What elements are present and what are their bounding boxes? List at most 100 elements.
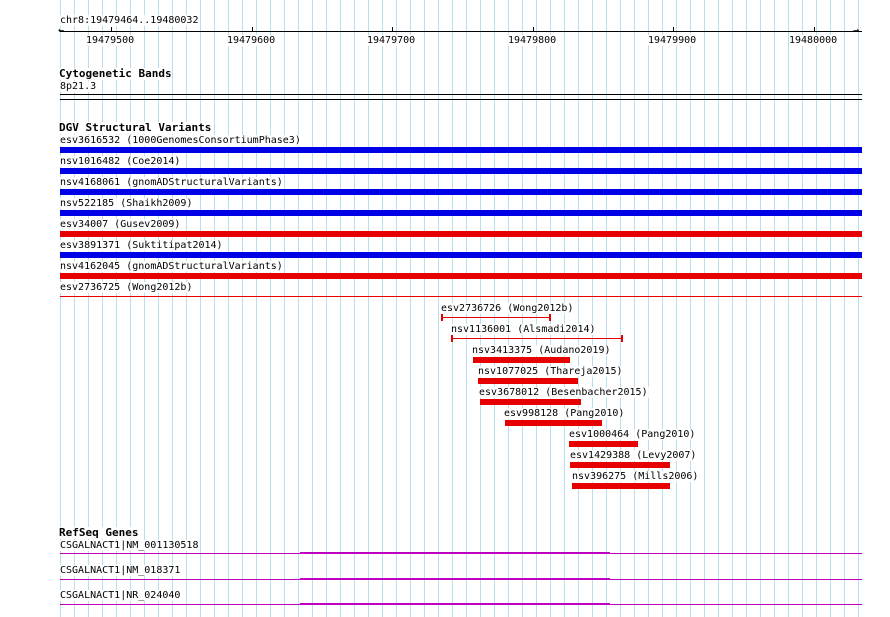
variant-bar[interactable]	[505, 420, 602, 426]
grid-line	[816, 0, 817, 617]
variant-bar[interactable]	[60, 252, 862, 258]
grid-line	[326, 0, 327, 617]
grid-line	[102, 0, 103, 617]
grid-line	[74, 0, 75, 617]
cytoband-track-title[interactable]: Cytogenetic Bands	[59, 67, 172, 80]
variant-end-cap	[621, 335, 623, 342]
grid-line	[88, 0, 89, 617]
grid-line	[830, 0, 831, 617]
gene-label: CSGALNACT1|NM_018371	[59, 565, 182, 576]
grid-line	[690, 0, 691, 617]
variant-label: nsv4162045 (gnomADStructuralVariants)	[59, 261, 284, 272]
grid-line	[424, 0, 425, 617]
variant-label: nsv522185 (Shaikh2009)	[59, 198, 194, 209]
variant-line[interactable]	[442, 317, 551, 318]
grid-line	[284, 0, 285, 617]
variant-bar[interactable]	[570, 462, 670, 468]
variant-label: esv3891371 (Suktitipat2014)	[59, 240, 224, 251]
gene-intron-line[interactable]	[60, 553, 862, 554]
grid-line	[662, 0, 663, 617]
grid-line	[676, 0, 677, 617]
ruler-tick-label: 19480000	[789, 35, 838, 46]
variant-line[interactable]	[452, 338, 623, 339]
variant-end-cap	[441, 314, 443, 321]
variant-end-cap	[549, 314, 551, 321]
cytoband-bar-bottom[interactable]	[60, 99, 862, 100]
ruler-tick-label: 19479800	[508, 35, 557, 46]
ruler-tick-label: 19479700	[367, 35, 416, 46]
ruler-tick-label: 19479900	[648, 35, 697, 46]
ruler-tick	[533, 27, 534, 32]
grid-line	[130, 0, 131, 617]
grid-line	[60, 0, 61, 617]
grid-line	[172, 0, 173, 617]
ruler-tick	[252, 27, 253, 32]
grid-line	[340, 0, 341, 617]
grid-line	[774, 0, 775, 617]
grid-line	[228, 0, 229, 617]
variant-bar[interactable]	[60, 210, 862, 216]
grid-line	[620, 0, 621, 617]
gene-intron-line[interactable]	[60, 579, 862, 580]
variant-bar[interactable]	[60, 231, 862, 237]
variant-bar[interactable]	[478, 378, 578, 384]
grid-line	[718, 0, 719, 617]
grid-line	[578, 0, 579, 617]
grid-line	[270, 0, 271, 617]
cytoband-bar-top[interactable]	[60, 94, 862, 95]
variant-bar[interactable]	[60, 189, 862, 195]
grid-line	[312, 0, 313, 617]
variant-bar[interactable]	[569, 441, 638, 447]
grid-line	[592, 0, 593, 617]
grid-line	[746, 0, 747, 617]
grid-line	[802, 0, 803, 617]
variant-label: esv3616532 (1000GenomesConsortiumPhase3)	[59, 135, 302, 146]
grid-line	[648, 0, 649, 617]
scroll-right-icon[interactable]: →	[853, 25, 860, 36]
variant-label: nsv4168061 (gnomADStructuralVariants)	[59, 177, 284, 188]
gene-label: CSGALNACT1|NR_024040	[59, 590, 182, 601]
variant-label: nsv1077025 (Thareja2015)	[477, 366, 624, 377]
grid-line	[256, 0, 257, 617]
gene-intron-peak	[300, 578, 610, 579]
variant-end-cap	[451, 335, 453, 342]
ruler-tick-label: 19479600	[227, 35, 276, 46]
variant-label: nsv396275 (Mills2006)	[571, 471, 700, 482]
variant-label: esv2736726 (Wong2012b)	[440, 303, 575, 314]
variant-bar[interactable]	[60, 147, 862, 153]
grid-line	[410, 0, 411, 617]
grid-line	[606, 0, 607, 617]
variant-label: esv3678012 (Besenbacher2015)	[478, 387, 649, 398]
grid-line	[858, 0, 859, 617]
gene-label: CSGALNACT1|NM_001130518	[59, 540, 200, 551]
variant-bar[interactable]	[572, 483, 670, 489]
variant-line[interactable]	[60, 296, 862, 297]
variant-label: esv2736725 (Wong2012b)	[59, 282, 194, 293]
grid-line	[760, 0, 761, 617]
grid-line	[200, 0, 201, 617]
grid-line	[704, 0, 705, 617]
variant-bar[interactable]	[480, 399, 581, 405]
variant-bar[interactable]	[60, 168, 862, 174]
grid-line	[144, 0, 145, 617]
variant-label: esv1429388 (Levy2007)	[569, 450, 698, 461]
variant-bar[interactable]	[60, 273, 862, 279]
ruler-tick-label: 19479500	[86, 35, 135, 46]
variant-label: esv34007 (Gusev2009)	[59, 219, 182, 230]
scroll-left-icon[interactable]: ←	[58, 25, 65, 36]
grid-line	[844, 0, 845, 617]
grid-line	[438, 0, 439, 617]
variant-label: nsv1136001 (Alsmadi2014)	[450, 324, 597, 335]
grid-line	[214, 0, 215, 617]
gene-intron-line[interactable]	[60, 604, 862, 605]
cytoband-label: 8p21.3	[59, 81, 98, 92]
grid-line	[186, 0, 187, 617]
variant-label: nsv3413375 (Audano2019)	[471, 345, 612, 356]
grid-line	[116, 0, 117, 617]
dgv-track-title[interactable]: DGV Structural Variants	[59, 121, 212, 134]
refseq-track-title[interactable]: RefSeq Genes	[59, 526, 139, 539]
ruler-tick	[814, 27, 815, 32]
region-label: chr8:19479464..19480032	[59, 15, 200, 26]
variant-bar[interactable]	[473, 357, 570, 363]
grid-line	[788, 0, 789, 617]
